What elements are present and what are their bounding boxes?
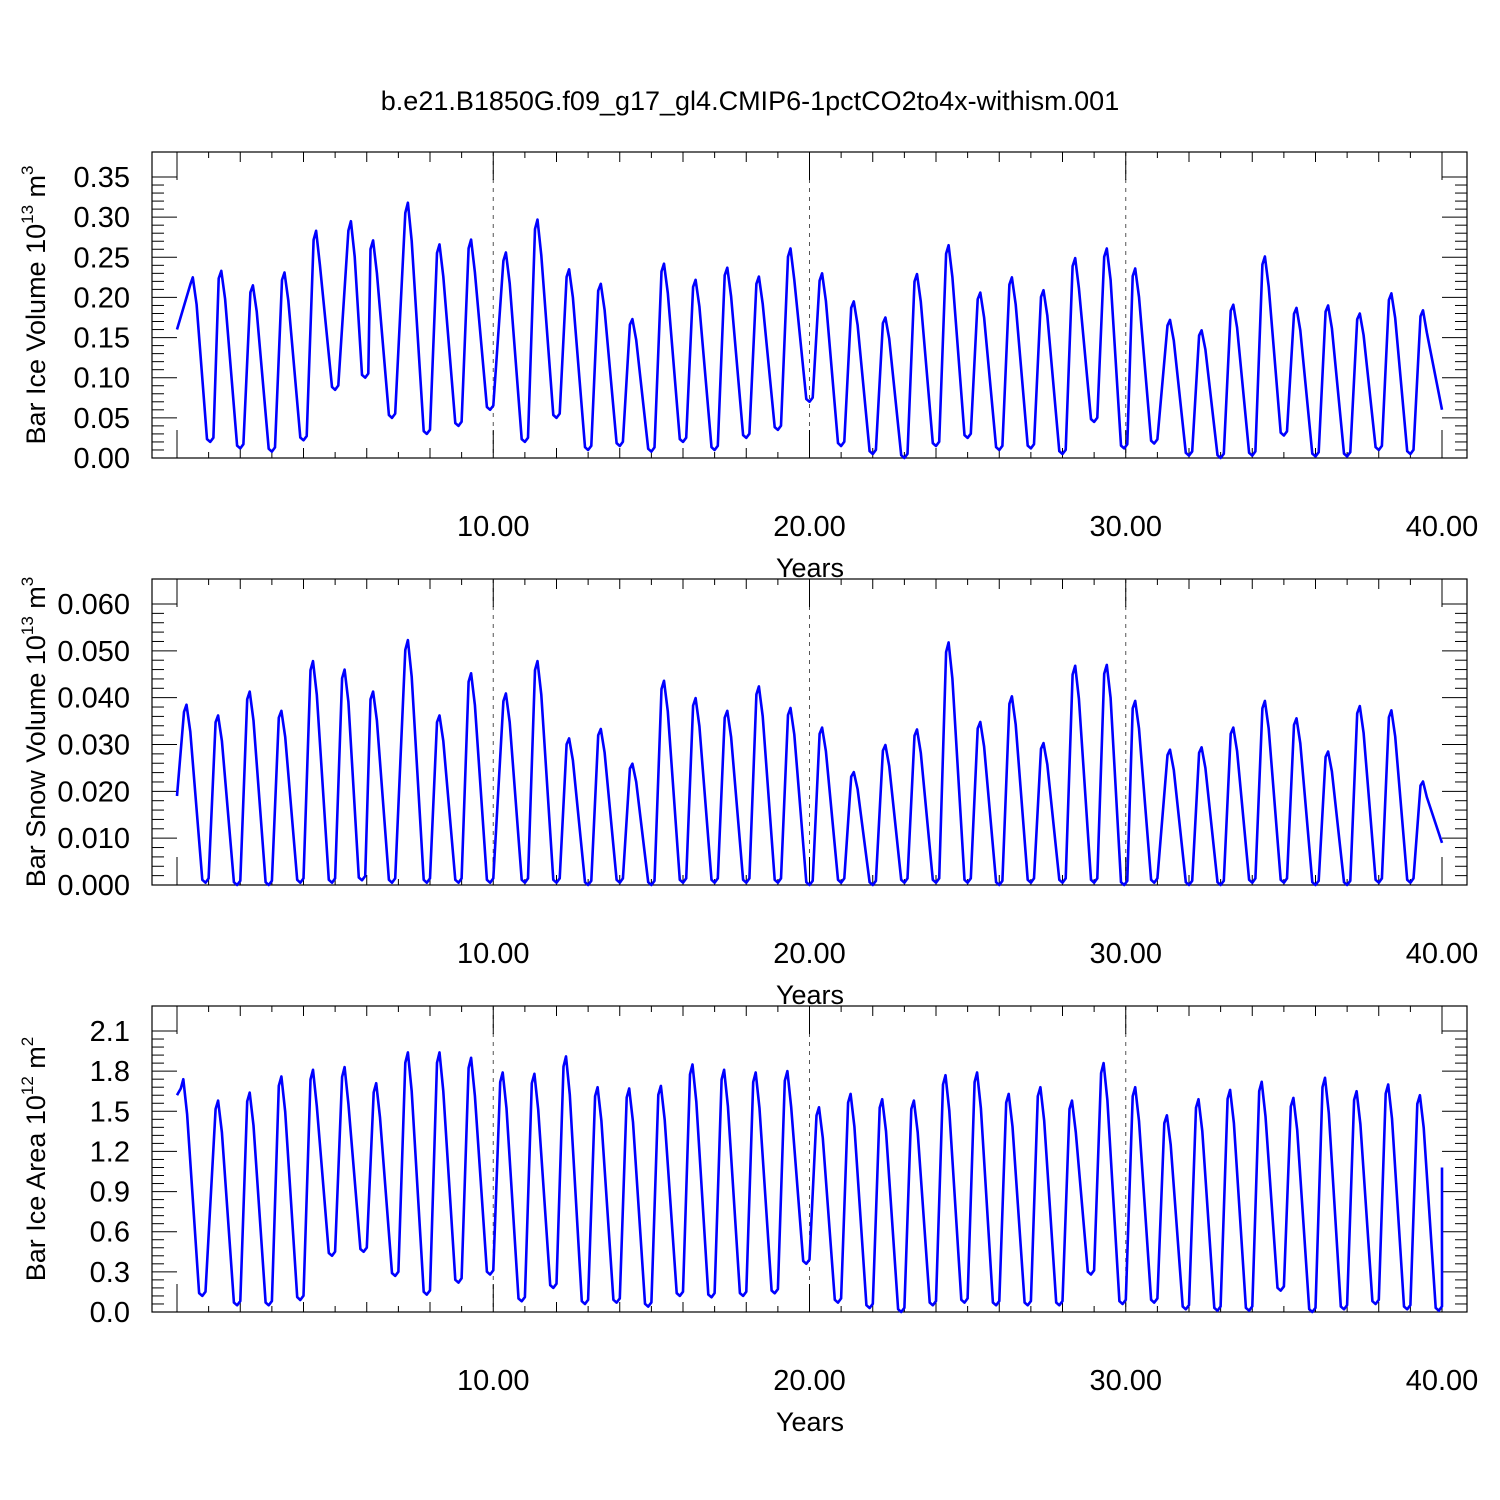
x-axis-label: Years bbox=[776, 553, 844, 583]
y-tick-label: 2.1 bbox=[90, 1016, 130, 1048]
y-tick-label: 0.040 bbox=[57, 683, 130, 715]
series-line bbox=[175, 201, 1444, 460]
y-tick-label: 1.8 bbox=[90, 1056, 130, 1088]
y-tick-label: 0.00 bbox=[74, 443, 130, 475]
y-tick-label: 0.010 bbox=[57, 823, 130, 855]
y-tick-label: 1.5 bbox=[90, 1096, 130, 1128]
panel-ice-area: 0.0 0.3 0.6 0.9 1.2 1.5 1.8 2.1 10.00 20.00 30.00 4… bbox=[18, 1005, 1479, 1437]
x-tick-label: 20.00 bbox=[773, 938, 846, 970]
figure-title: b.e21.B1850G.f09_g17_gl4.CMIP6-1pctCO2to… bbox=[380, 86, 1120, 116]
x-tick-label: 30.00 bbox=[1089, 938, 1162, 970]
x-tick-label: 10.00 bbox=[457, 1365, 530, 1397]
y-axis-label: Bar Snow Volume 1013 m3 bbox=[18, 577, 51, 888]
y-tick-label: 0.25 bbox=[74, 242, 130, 274]
x-tick-label: 40.00 bbox=[1406, 1365, 1479, 1397]
x-tick-label: 10.00 bbox=[457, 511, 530, 543]
y-tick-label: 0.15 bbox=[74, 323, 130, 355]
y-axis-label: Bar Ice Volume 1013 m3 bbox=[18, 165, 51, 444]
y-tick-label: 0.30 bbox=[74, 202, 130, 234]
y-tick-label: 1.2 bbox=[90, 1136, 130, 1168]
series-line bbox=[175, 1051, 1444, 1314]
y-tick-label: 0.0 bbox=[90, 1297, 130, 1329]
x-axis-label: Years bbox=[776, 1407, 844, 1437]
y-tick-label: 0.05 bbox=[74, 403, 130, 435]
y-tick-label: 0.35 bbox=[74, 162, 130, 194]
y-tick-label: 0.10 bbox=[74, 363, 130, 395]
y-tick-label: 0.6 bbox=[90, 1217, 130, 1249]
x-tick-label: 20.00 bbox=[773, 511, 846, 543]
x-tick-label: 30.00 bbox=[1089, 1365, 1162, 1397]
series-line bbox=[175, 638, 1444, 887]
y-tick-label: 0.050 bbox=[57, 636, 130, 668]
panel-snow-volume: 0.000 0.010 0.020 0.030 0.040 0.050 0.060 10.00… bbox=[18, 577, 1478, 1010]
x-axis-label: Years bbox=[776, 980, 844, 1010]
y-axis-label: Bar Ice Area 1012 m2 bbox=[18, 1037, 51, 1282]
x-tick-label: 10.00 bbox=[457, 938, 530, 970]
y-tick-label: 0.20 bbox=[74, 282, 130, 314]
y-tick-label: 0.030 bbox=[57, 730, 130, 762]
panel-ice-volume: 0.00 0.05 0.10 0.15 0.20 0.25 0.30 0.35 10.00 20.… bbox=[18, 151, 1479, 583]
y-tick-label: 0.3 bbox=[90, 1257, 130, 1289]
x-tick-label: 30.00 bbox=[1089, 511, 1162, 543]
x-tick-label: 40.00 bbox=[1406, 511, 1479, 543]
y-tick-label: 0.060 bbox=[57, 589, 130, 621]
x-tick-label: 20.00 bbox=[773, 1365, 846, 1397]
y-tick-label: 0.000 bbox=[57, 870, 130, 902]
x-tick-label: 40.00 bbox=[1406, 938, 1479, 970]
y-tick-label: 0.020 bbox=[57, 776, 130, 808]
y-tick-label: 0.9 bbox=[90, 1177, 130, 1209]
